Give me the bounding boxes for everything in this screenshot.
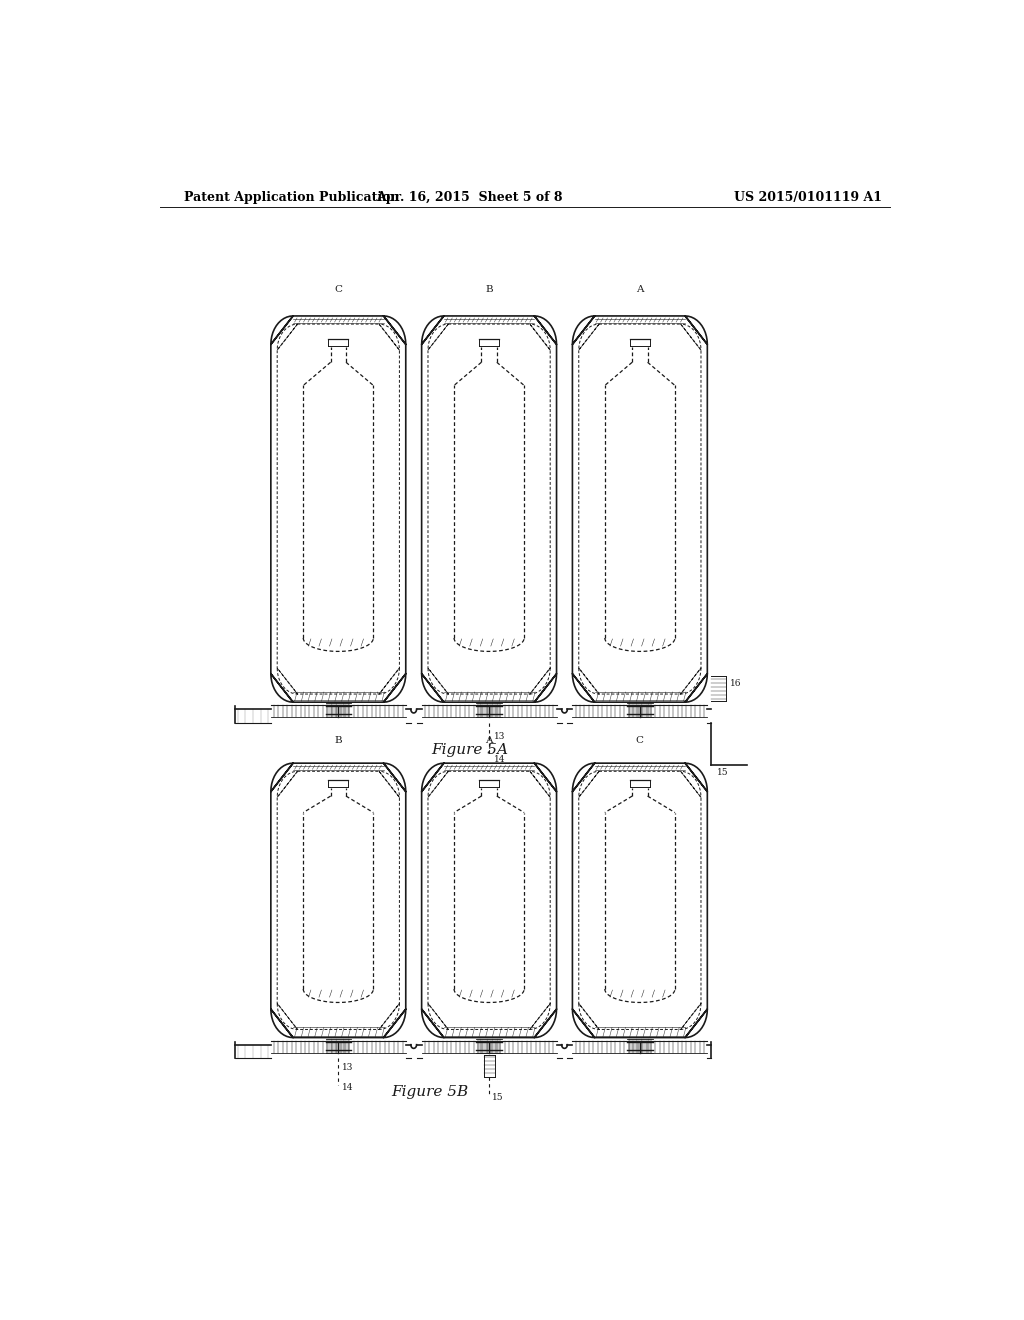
- Text: A: A: [636, 285, 644, 293]
- Text: B: B: [335, 735, 342, 744]
- Text: US 2015/0101119 A1: US 2015/0101119 A1: [734, 191, 882, 203]
- Text: 15: 15: [493, 1093, 504, 1102]
- Text: 13: 13: [341, 1063, 353, 1072]
- Text: C: C: [636, 735, 644, 744]
- Text: 14: 14: [494, 755, 506, 764]
- Text: B: B: [485, 285, 493, 293]
- Text: C: C: [334, 285, 342, 293]
- Text: 14: 14: [341, 1084, 353, 1093]
- Text: 13: 13: [494, 731, 505, 741]
- Text: A: A: [485, 735, 493, 744]
- Text: Apr. 16, 2015  Sheet 5 of 8: Apr. 16, 2015 Sheet 5 of 8: [376, 191, 562, 203]
- Text: 16: 16: [729, 680, 741, 688]
- Text: Figure 5A: Figure 5A: [431, 743, 508, 756]
- Text: 15: 15: [717, 768, 728, 777]
- Text: Patent Application Publication: Patent Application Publication: [183, 191, 399, 203]
- Text: Figure 5B: Figure 5B: [391, 1085, 468, 1100]
